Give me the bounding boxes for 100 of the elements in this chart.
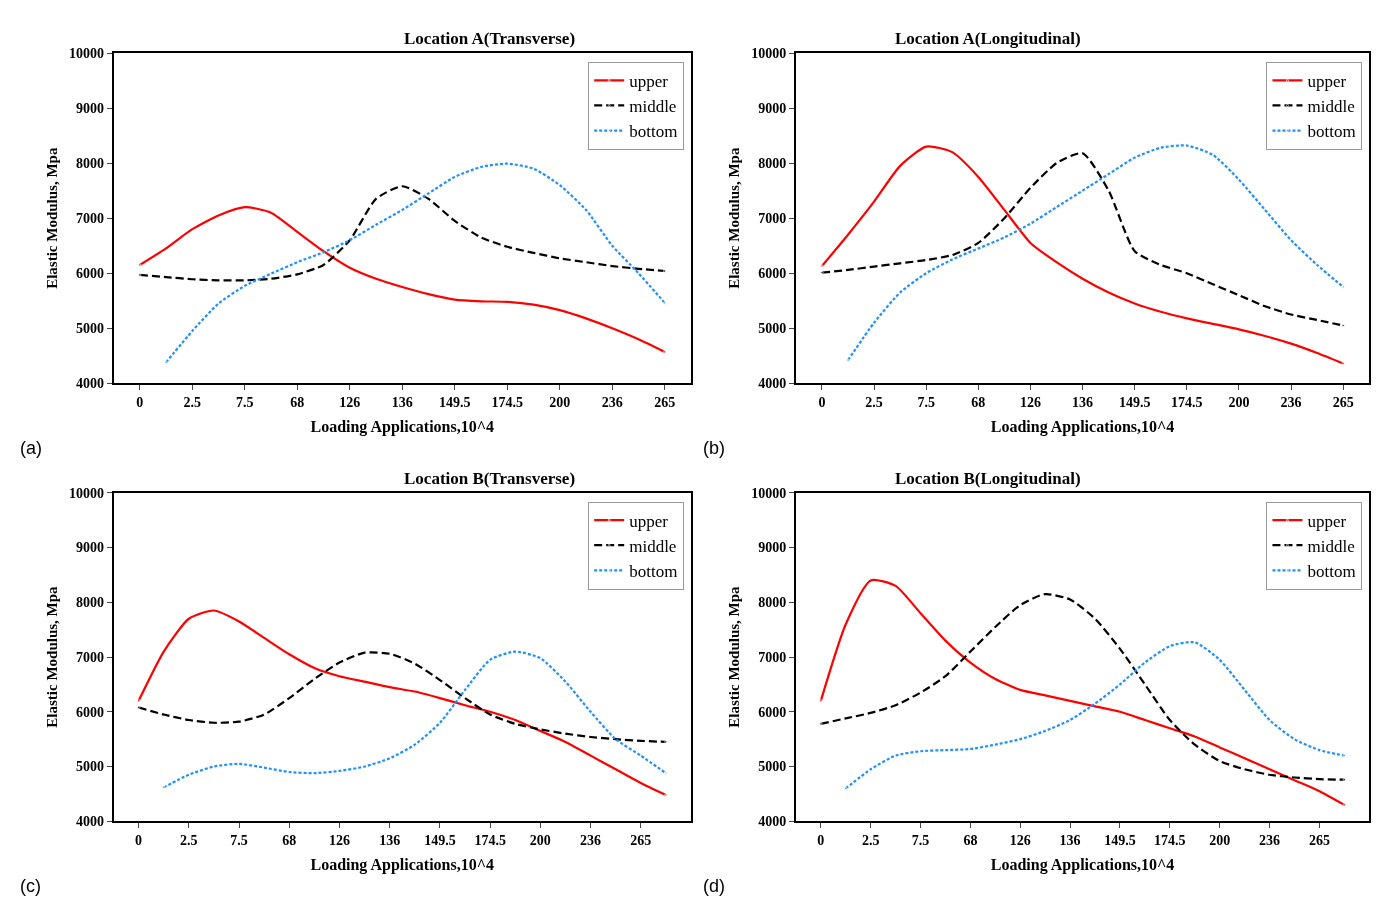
y-tick-label: 10000 bbox=[68, 45, 104, 61]
x-tick-label: 265 bbox=[630, 832, 652, 848]
x-tick-label: 0 bbox=[135, 832, 143, 848]
x-tick-label: 174.5 bbox=[474, 832, 506, 848]
point bbox=[1342, 803, 1347, 807]
y-tick-label: 7000 bbox=[75, 649, 104, 665]
x-tick-label: 236 bbox=[1280, 394, 1302, 410]
point bbox=[1341, 323, 1345, 328]
x-tick-label: 68 bbox=[963, 832, 978, 848]
y-tick-label: 4000 bbox=[75, 814, 104, 830]
point bbox=[1341, 285, 1345, 289]
legend-label: upper bbox=[629, 71, 669, 91]
y-tick-label: 5000 bbox=[75, 759, 104, 775]
x-tick-label: 7.5 bbox=[230, 832, 248, 848]
y-tick-label: 5000 bbox=[758, 321, 787, 337]
x-tick-label: 149.5 bbox=[1118, 394, 1151, 410]
x-tick-label: 200 bbox=[529, 832, 551, 848]
x-tick-label: 126 bbox=[1019, 394, 1041, 410]
legend-label: middle bbox=[629, 97, 677, 117]
x-tick-label: 236 bbox=[601, 394, 623, 410]
x-tick-label: 149.5 bbox=[1104, 832, 1136, 848]
point bbox=[164, 360, 168, 365]
y-tick-label: 7000 bbox=[758, 211, 787, 227]
x-tick-label: 7.5 bbox=[236, 394, 254, 410]
chart-title: Location A(Transverse) bbox=[404, 29, 576, 48]
chart-title: Location A(Longitudinal) bbox=[895, 29, 1081, 48]
x-tick-label: 265 bbox=[1308, 832, 1330, 848]
legend-label: upper bbox=[629, 511, 669, 531]
legend-label: bottom bbox=[629, 122, 678, 142]
point bbox=[819, 722, 823, 726]
x-tick-label: 200 bbox=[1209, 832, 1231, 848]
legend-label: bottom bbox=[1307, 122, 1356, 142]
line-series bbox=[138, 206, 667, 354]
x-tick-label: 136 bbox=[391, 394, 413, 410]
legend-label: middle bbox=[1307, 536, 1355, 556]
y-tick-label: 7000 bbox=[758, 649, 787, 665]
point bbox=[1342, 753, 1347, 758]
x-tick-label: 0 bbox=[136, 394, 144, 410]
y-tick-label: 10000 bbox=[68, 485, 104, 501]
x-tick-label: 68 bbox=[290, 394, 305, 410]
x-tick-label: 126 bbox=[339, 394, 361, 410]
line-series bbox=[136, 609, 668, 797]
point bbox=[846, 358, 850, 362]
y-tick-label: 5000 bbox=[758, 759, 787, 775]
y-tick-label: 8000 bbox=[75, 595, 104, 611]
x-tick-label: 200 bbox=[1228, 394, 1250, 410]
y-tick-label: 10000 bbox=[751, 485, 787, 501]
point bbox=[664, 740, 668, 744]
x-tick-label: 265 bbox=[1332, 394, 1354, 410]
x-tick-label: 200 bbox=[549, 394, 571, 410]
point bbox=[664, 793, 668, 797]
point bbox=[844, 786, 848, 791]
point bbox=[1342, 777, 1347, 782]
x-tick-label: 174.5 bbox=[1171, 394, 1203, 410]
y-tick-label: 6000 bbox=[758, 266, 787, 282]
legend-label: middle bbox=[1307, 97, 1355, 117]
y-tick-label: 9000 bbox=[758, 100, 787, 116]
point bbox=[162, 785, 166, 790]
y-tick-label: 5000 bbox=[75, 321, 104, 337]
x-tick-label: 149.5 bbox=[424, 832, 456, 848]
text: (b) bbox=[703, 438, 725, 458]
x-tick-label: 7.5 bbox=[911, 832, 930, 848]
y-tick-label: 7000 bbox=[75, 211, 104, 227]
legend-label: upper bbox=[1307, 511, 1347, 531]
x-tick-label: 174.5 bbox=[1154, 832, 1186, 848]
chart-title: Location B(Longitudinal) bbox=[895, 469, 1081, 488]
x-tick-label: 7.5 bbox=[917, 394, 935, 410]
x-axis-title: Loading Applications,10^4 bbox=[310, 856, 495, 875]
x-tick-label: 236 bbox=[1259, 832, 1281, 848]
point bbox=[138, 273, 142, 277]
y-tick-label: 9000 bbox=[75, 100, 104, 116]
x-tick-label: 68 bbox=[282, 832, 297, 848]
x-tick-label: 2.5 bbox=[865, 394, 883, 410]
y-tick-label: 6000 bbox=[75, 266, 104, 282]
x-tick-label: 2.5 bbox=[861, 832, 880, 848]
x-tick-label: 149.5 bbox=[439, 394, 471, 410]
point bbox=[820, 264, 824, 268]
point bbox=[663, 350, 667, 354]
y-tick-label: 8000 bbox=[758, 595, 787, 611]
y-tick-label: 6000 bbox=[75, 704, 104, 720]
y-tick-label: 9000 bbox=[75, 540, 104, 556]
legend-label: upper bbox=[1307, 71, 1347, 91]
x-tick-label: 2.5 bbox=[180, 832, 198, 848]
x-tick-label: 236 bbox=[580, 832, 602, 848]
point bbox=[663, 301, 667, 305]
legend-label: bottom bbox=[1307, 561, 1356, 581]
y-tick-label: 8000 bbox=[758, 156, 787, 172]
point bbox=[1341, 361, 1345, 366]
x-tick-label: 0 bbox=[817, 832, 825, 848]
y-tick-label: 6000 bbox=[758, 704, 787, 720]
x-tick-label: 136 bbox=[379, 832, 401, 848]
x-axis-title: Loading Applications,10^4 bbox=[310, 418, 495, 437]
x-tick-label: 265 bbox=[654, 394, 676, 410]
x-tick-label: 174.5 bbox=[491, 394, 523, 410]
y-tick-label: 9000 bbox=[758, 540, 787, 556]
x-tick-label: 136 bbox=[1059, 832, 1081, 848]
point bbox=[820, 270, 824, 275]
x-tick-label: 2.5 bbox=[183, 394, 202, 410]
y-axis-title: Elastic Modulus, Mpa bbox=[43, 585, 60, 728]
text: (a) bbox=[20, 438, 42, 458]
